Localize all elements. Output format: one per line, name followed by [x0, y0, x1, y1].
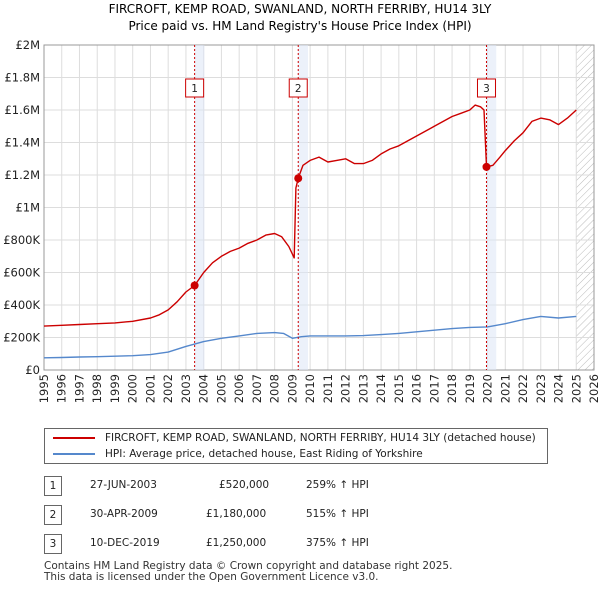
footer-line-2: This data is licensed under the Open Gov…	[44, 571, 379, 583]
chart-subtitle: Price paid vs. HM Land Registry's House …	[128, 19, 471, 33]
hpi-series-line	[43, 315, 577, 359]
sale-number-badge: 1	[44, 476, 62, 496]
sale-row: 1 27-JUN-2003 £520,000 259% ↑ HPI	[44, 476, 564, 496]
x-tick-label: 1996	[55, 374, 69, 403]
x-tick-label: 2010	[303, 374, 317, 403]
sale-price: £1,250,000	[206, 537, 267, 549]
sale-hpi-change: 375% ↑ HPI	[306, 537, 369, 549]
x-tick-label: 2000	[126, 374, 140, 403]
x-tick-label: 2008	[268, 374, 282, 403]
y-tick-label: £1.4M	[4, 136, 40, 150]
legend-swatch-hpi	[53, 453, 95, 455]
sale-date: 30-APR-2009	[90, 508, 158, 520]
sale-date: 10-DEC-2019	[90, 537, 160, 549]
legend-item-property: FIRCROFT, KEMP ROAD, SWANLAND, NORTH FER…	[53, 430, 536, 446]
x-tick-label: 2016	[410, 374, 424, 403]
x-tick-label: 2019	[463, 374, 477, 403]
sale-marker-box	[185, 78, 205, 98]
x-tick-label: 1999	[108, 374, 122, 403]
sale-marker-box	[476, 78, 496, 98]
x-tick-label: 2007	[250, 374, 264, 403]
sale-date: 27-JUN-2003	[90, 479, 157, 491]
sale-shade-band	[194, 45, 205, 370]
y-tick-label: £0	[25, 363, 40, 377]
x-tick-label: 2003	[179, 374, 193, 403]
x-tick-label: 2020	[481, 374, 495, 403]
plot-frame	[43, 44, 595, 371]
legend-item-hpi: HPI: Average price, detached house, East…	[53, 446, 423, 462]
y-tick-label: £1.8M	[4, 71, 40, 85]
sale-row: 2 30-APR-2009 £1,180,000 515% ↑ HPI	[44, 505, 564, 525]
sale-price: £520,000	[219, 479, 270, 491]
x-tick-label: 1997	[72, 374, 86, 403]
legend-label-property: FIRCROFT, KEMP ROAD, SWANLAND, NORTH FER…	[105, 432, 536, 444]
x-tick-label: 2018	[445, 374, 459, 403]
sale-row: 3 10-DEC-2019 £1,250,000 375% ↑ HPI	[44, 534, 564, 554]
price-chart: FIRCROFT, KEMP ROAD, SWANLAND, NORTH FER…	[3, 2, 600, 403]
chart-title: FIRCROFT, KEMP ROAD, SWANLAND, NORTH FER…	[109, 2, 492, 16]
x-tick-label: 2002	[161, 374, 175, 403]
x-tick-label: 2012	[339, 374, 353, 403]
footer-attribution: Contains HM Land Registry data © Crown c…	[44, 561, 452, 583]
sale-shade-band	[486, 45, 497, 370]
x-tick-label: 2011	[321, 374, 335, 403]
x-tick-label: 2006	[232, 374, 246, 403]
x-tick-label: 2026	[587, 374, 600, 403]
x-tick-label: 2009	[285, 374, 299, 403]
x-tick-label: 2025	[569, 374, 583, 403]
y-tick-label: £1.2M	[4, 168, 40, 182]
chart-legend: FIRCROFT, KEMP ROAD, SWANLAND, NORTH FER…	[44, 428, 548, 464]
property-series-line	[43, 104, 577, 327]
x-tick-label: 2022	[516, 374, 530, 403]
x-tick-label: 2024	[552, 374, 566, 403]
sale-point	[190, 281, 199, 290]
x-tick-label: 1995	[37, 374, 51, 403]
x-tick-label: 1998	[90, 374, 104, 403]
y-tick-label: £400K	[3, 298, 40, 312]
y-tick-label: £1.6M	[4, 103, 40, 117]
x-tick-label: 2017	[427, 374, 441, 403]
sale-marker-label: 2	[295, 83, 302, 95]
sale-point	[482, 162, 491, 171]
sale-hpi-change: 259% ↑ HPI	[306, 479, 369, 491]
sale-marker-label: 1	[191, 83, 198, 95]
footer-line-1: Contains HM Land Registry data © Crown c…	[44, 560, 453, 572]
x-tick-label: 2004	[197, 374, 211, 403]
x-tick-label: 2014	[374, 374, 388, 403]
sale-marker-label: 3	[483, 83, 490, 95]
sale-price: £1,180,000	[206, 508, 267, 520]
x-tick-label: 2001	[143, 374, 157, 403]
x-tick-label: 2013	[356, 374, 370, 403]
y-tick-label: £600K	[3, 266, 40, 280]
y-tick-label: £200K	[3, 331, 40, 345]
sale-hpi-change: 515% ↑ HPI	[306, 508, 369, 520]
x-tick-label: 2005	[214, 374, 228, 403]
sale-marker-box	[288, 78, 308, 98]
sale-number-badge: 3	[44, 534, 62, 554]
y-tick-label: £1M	[15, 201, 40, 215]
x-tick-label: 2015	[392, 374, 406, 403]
sale-point	[294, 174, 303, 183]
y-tick-label: £2M	[15, 38, 40, 52]
sale-shade-band	[298, 45, 308, 370]
x-tick-label: 2023	[534, 374, 548, 403]
y-tick-label: £800K	[3, 233, 40, 247]
sale-number-badge: 2	[44, 505, 62, 525]
x-tick-label: 2021	[498, 374, 512, 403]
legend-swatch-property	[53, 437, 95, 439]
legend-label-hpi: HPI: Average price, detached house, East…	[105, 448, 423, 460]
